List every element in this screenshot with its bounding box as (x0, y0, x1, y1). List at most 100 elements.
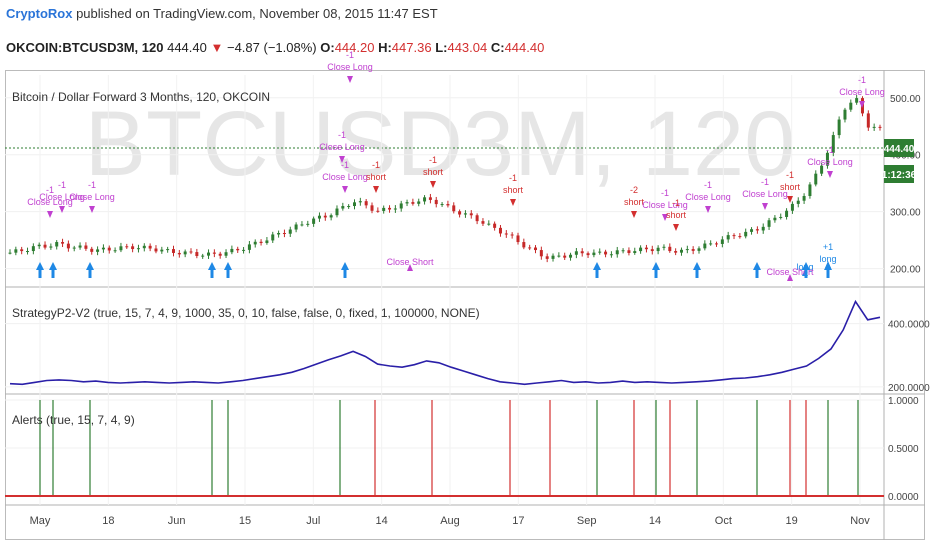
candle-body (802, 196, 806, 201)
trade-marker-label: short (366, 172, 387, 182)
candle-body (382, 207, 386, 211)
candle-body (317, 215, 321, 219)
strategy-pane-title[interactable]: StrategyP2-V2 (true, 15, 7, 4, 9, 1000, … (12, 306, 480, 320)
candle-body (329, 215, 333, 218)
candle-body (218, 253, 222, 256)
candle-body (790, 203, 794, 211)
candle-body (177, 252, 181, 255)
candle-body (720, 239, 724, 244)
candle-body (463, 213, 467, 215)
candle-body (417, 201, 421, 204)
candle-body (247, 244, 251, 250)
long-entry-arrow-icon (593, 262, 601, 278)
candle-body (405, 202, 409, 204)
close-value: 444.40 (504, 40, 545, 55)
trade-marker-qty: -1 (46, 185, 54, 195)
price-tick-label: 200.00 (890, 265, 921, 276)
high-value: 447.36 (391, 40, 432, 55)
candle-body (878, 126, 882, 128)
candle-body (282, 233, 286, 235)
trade-marker-arrow (859, 101, 865, 108)
candle-body (691, 249, 695, 251)
candle-body (656, 247, 660, 252)
candle-body (644, 247, 648, 250)
time-tick-label: 14 (376, 515, 388, 527)
long-entry-arrow-icon (208, 262, 216, 278)
trade-marker-arrow (673, 224, 679, 231)
author-link[interactable]: CryptoRox (6, 6, 73, 21)
candle-body (119, 246, 123, 251)
candle-body (726, 235, 730, 240)
open-value: 444.20 (334, 40, 375, 55)
time-tick-label: Oct (715, 515, 732, 527)
time-tick-label: Nov (850, 515, 870, 527)
chart-frame[interactable] (5, 70, 925, 540)
candle-body (580, 251, 584, 254)
candle-body (107, 247, 111, 251)
candle-body (393, 208, 397, 210)
candle-body (662, 246, 666, 248)
trade-marker-qty: -1 (429, 155, 437, 165)
trade-marker-label: Close Long (69, 192, 115, 202)
trade-marker-qty: -1 (661, 188, 669, 198)
trade-marker-label: Close Long (322, 172, 368, 182)
candle-body (230, 248, 234, 253)
candle-body (475, 215, 479, 222)
trade-marker-arrow (339, 156, 345, 163)
symbol-watermark: BTCUSD3M, 120 (85, 93, 796, 195)
long-entry-arrow-icon (224, 262, 232, 278)
candle-body (142, 245, 146, 249)
candle-body (545, 256, 549, 259)
candle-body (592, 252, 596, 256)
candle-body (796, 200, 800, 204)
trade-marker-qty: -1 (786, 170, 794, 180)
candle-body (265, 240, 269, 244)
trade-marker-label: short (503, 185, 524, 195)
candle-body (78, 245, 82, 248)
candle-body (837, 119, 841, 136)
candle-body (288, 229, 292, 234)
candle-body (551, 255, 555, 259)
candle-body (31, 246, 35, 252)
candle-body (528, 247, 532, 249)
candle-body (84, 245, 88, 249)
candle-body (335, 208, 339, 216)
long-entry-arrow-icon (693, 262, 701, 278)
alerts-pane-title[interactable]: Alerts (true, 15, 7, 4, 9) (12, 413, 135, 427)
trade-marker-label: Close Long (839, 87, 885, 97)
candle-body (872, 126, 876, 128)
candle-body (201, 255, 205, 257)
symbol-name[interactable]: OKCOIN:BTCUSD3M, 120 (6, 40, 164, 55)
main-pane-title[interactable]: Bitcoin / Dollar Forward 3 Months, 120, … (12, 90, 271, 104)
candle-body (101, 247, 105, 250)
high-key: H: (378, 40, 392, 55)
candle-body (469, 213, 473, 216)
symbol-bar: OKCOIN:BTCUSD3M, 120 444.40 ▼ −4.87 (−1.… (6, 40, 544, 55)
trade-marker-label: Close Long (27, 197, 73, 207)
trade-marker-qty: -1 (761, 177, 769, 187)
change-down-icon: ▼ (210, 40, 224, 55)
trade-marker-arrow (47, 211, 53, 218)
trade-marker-label: short (624, 197, 645, 207)
trade-marker-label: short (423, 167, 444, 177)
low-value: 443.04 (447, 40, 488, 55)
candle-body (212, 252, 216, 254)
candle-body (493, 223, 497, 228)
candle-body (557, 255, 561, 257)
candle-body (347, 206, 351, 208)
candle-body (37, 244, 41, 247)
candle-body (154, 248, 158, 252)
candle-body (516, 235, 520, 243)
trade-marker-label: Close Long (39, 192, 85, 202)
long-entry-arrow-icon (341, 262, 349, 278)
trade-marker-arrow (407, 264, 413, 271)
trade-marker-arrow (705, 206, 711, 213)
candle-body (294, 224, 298, 230)
candle-body (773, 217, 777, 221)
candle-body (504, 233, 508, 235)
candle-body (388, 207, 392, 210)
long-entry-arrow-icon (49, 262, 57, 278)
candle-body (679, 249, 683, 253)
candle-body (755, 229, 759, 231)
